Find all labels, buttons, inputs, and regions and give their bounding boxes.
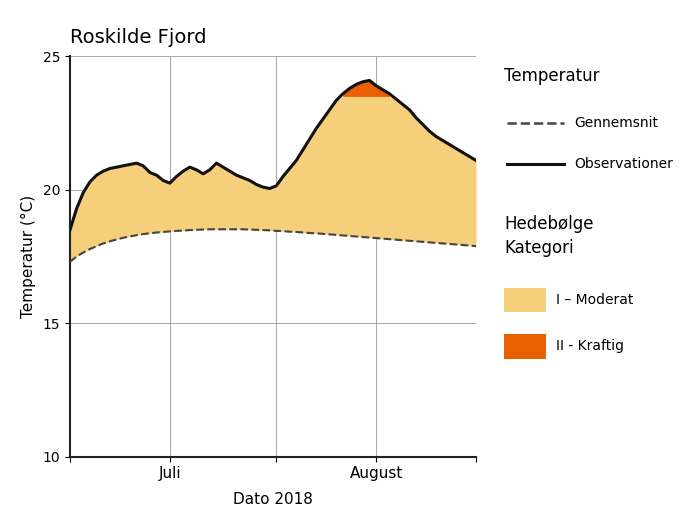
Text: Hedebølge
Kategori: Hedebølge Kategori bbox=[504, 215, 594, 257]
Y-axis label: Temperatur (°C): Temperatur (°C) bbox=[21, 195, 36, 318]
Text: Observationer: Observationer bbox=[574, 157, 673, 171]
Text: I – Moderat: I – Moderat bbox=[556, 293, 634, 307]
Text: II - Kraftig: II - Kraftig bbox=[556, 339, 624, 353]
Text: Temperatur: Temperatur bbox=[504, 67, 599, 85]
Text: Gennemsnit: Gennemsnit bbox=[574, 116, 658, 130]
Text: Roskilde Fjord: Roskilde Fjord bbox=[70, 28, 206, 47]
X-axis label: Dato 2018: Dato 2018 bbox=[233, 492, 313, 507]
